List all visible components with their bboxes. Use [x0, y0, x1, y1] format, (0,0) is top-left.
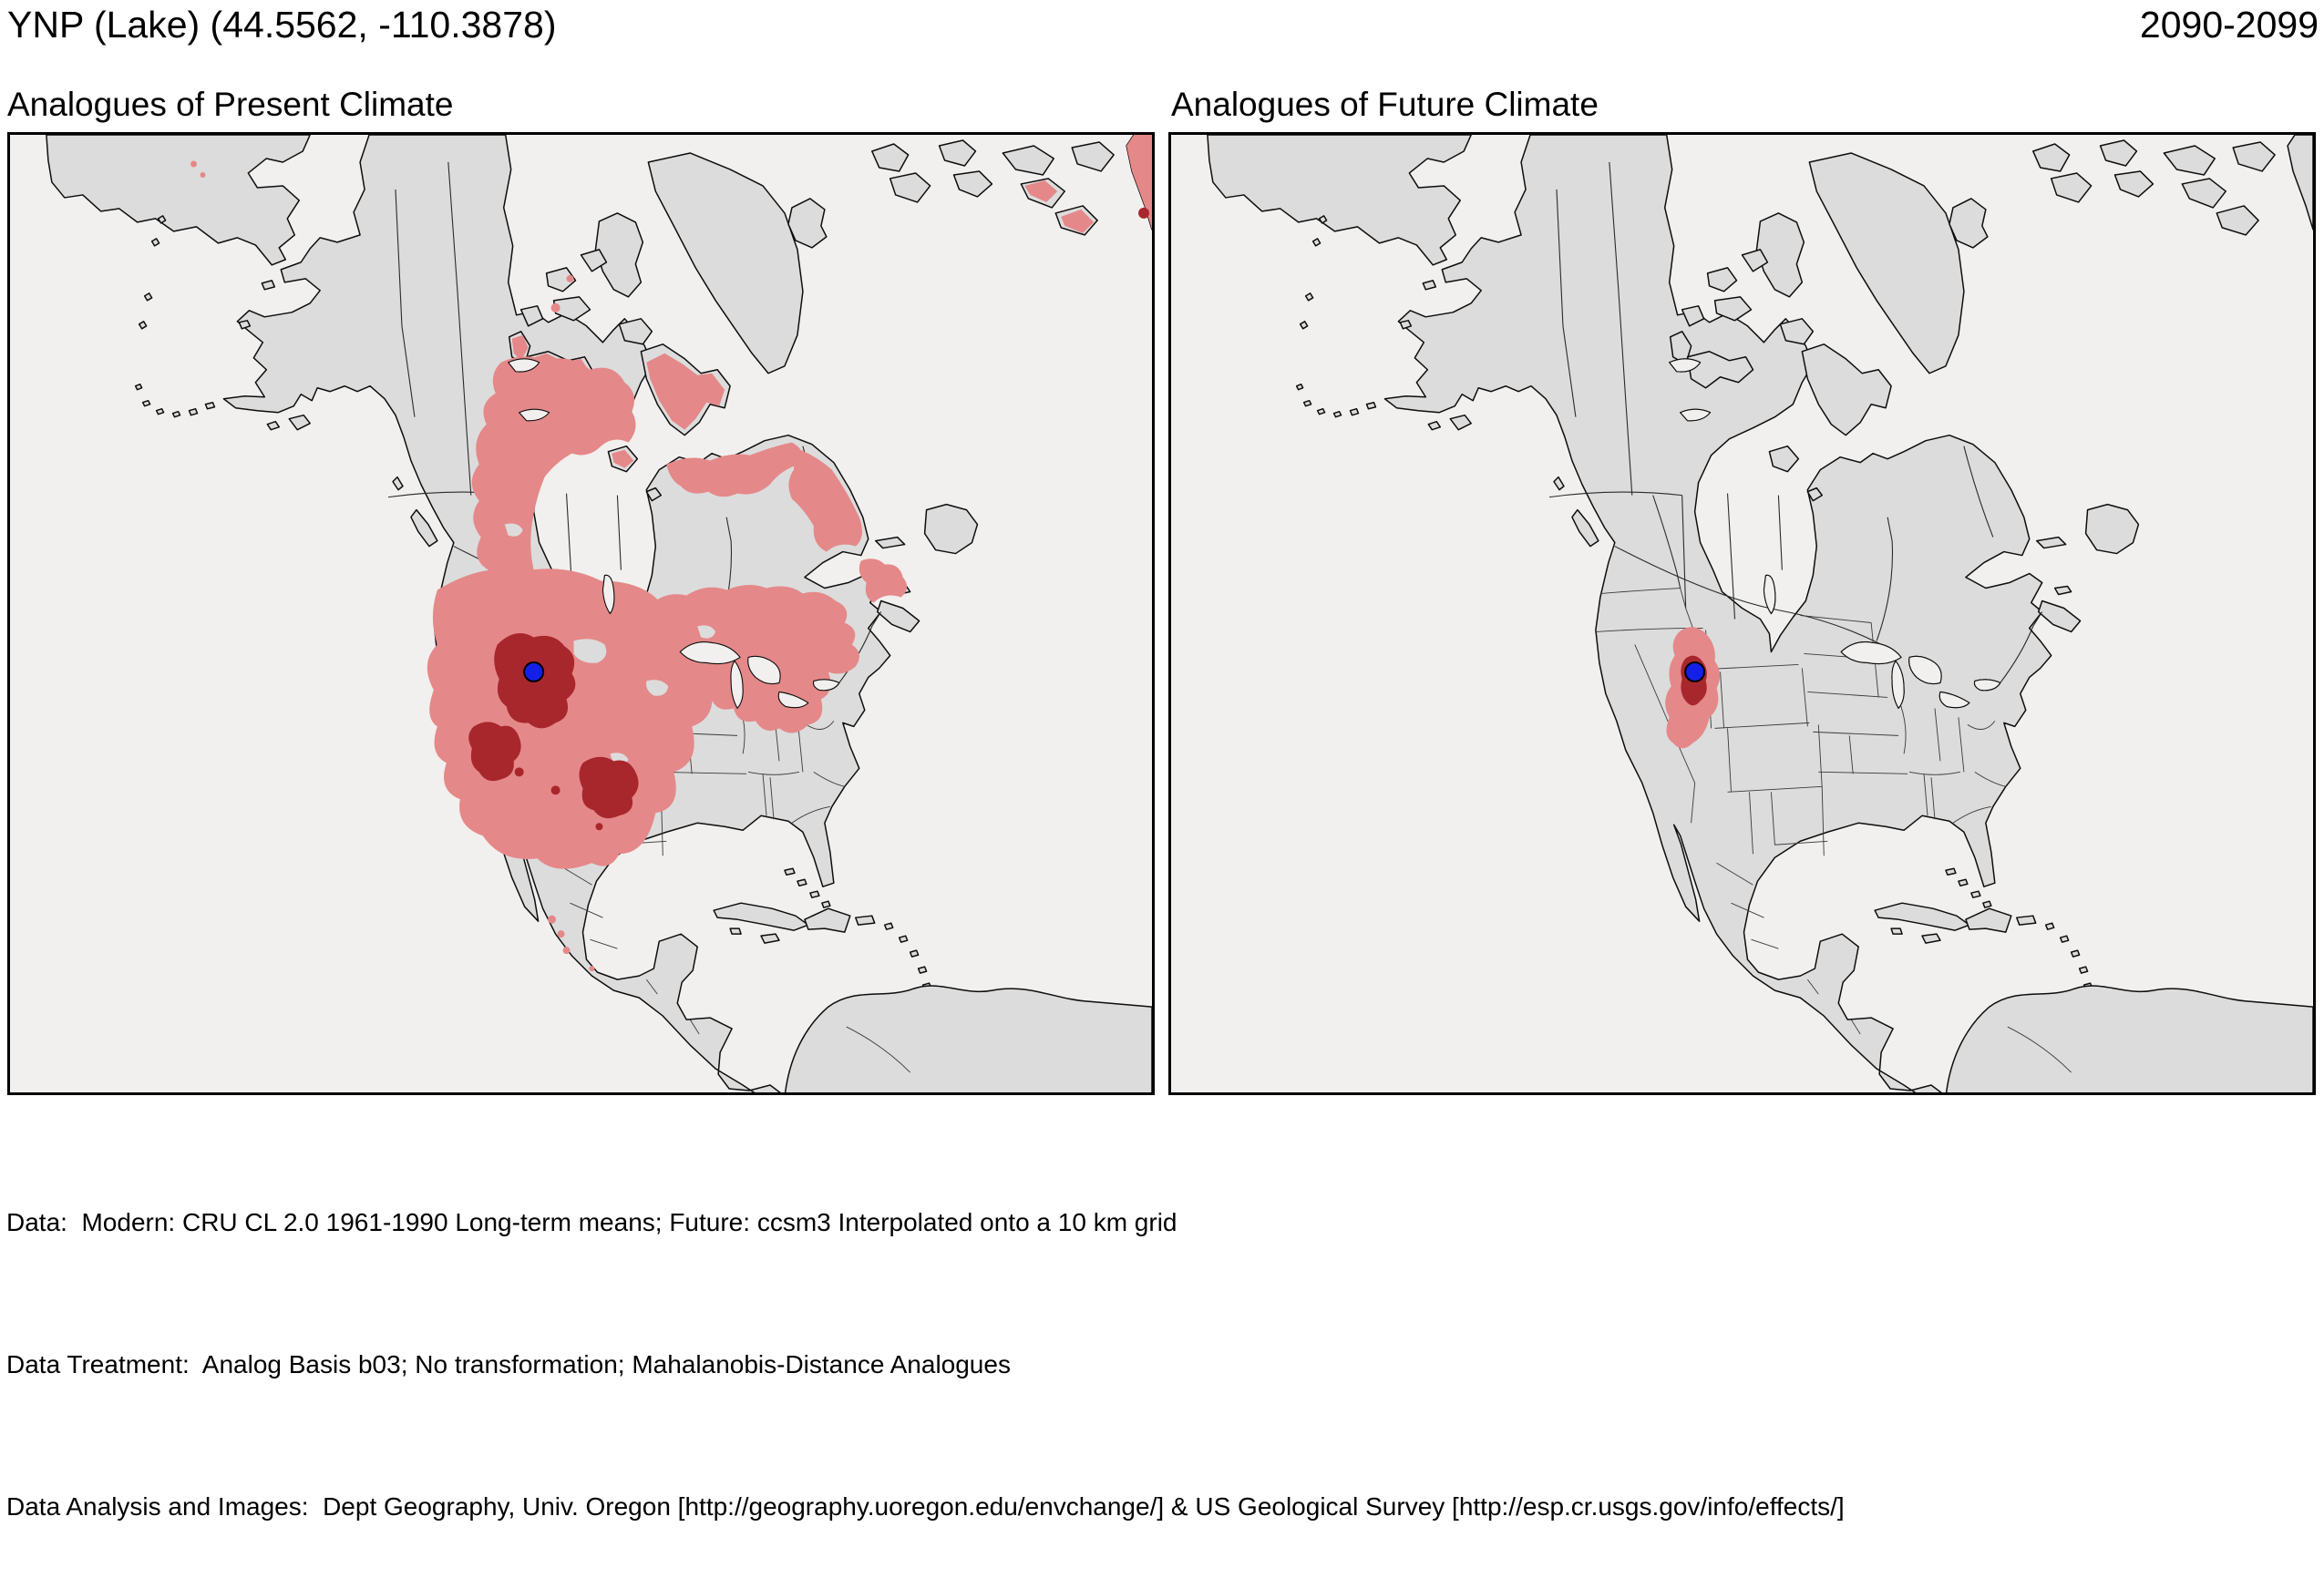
page-title: YNP (Lake) (44.5562, -110.3878) — [7, 4, 557, 46]
location-marker — [523, 661, 545, 682]
basemap — [1171, 135, 2313, 1092]
map-future — [1171, 135, 2313, 1092]
climate-analogue-figure: { "header": { "title": "YNP (Lake) (44.5… — [6, 4, 2319, 1521]
panel-label-present: Analogues of Present Climate — [7, 86, 454, 123]
map-present — [10, 135, 1152, 1092]
footnotes: Data: Modern: CRU CL 2.0 1961-1990 Long-… — [6, 1104, 1845, 1578]
footnote-data-sources: Data: Modern: CRU CL 2.0 1961-1990 Long-… — [6, 1208, 1177, 1236]
panel-label-future: Analogues of Future Climate — [1171, 86, 1599, 123]
map-panel-present — [7, 132, 1155, 1095]
map-panel-future — [1168, 132, 2316, 1095]
time-period-label: 2090-2099 — [2139, 4, 2319, 46]
location-marker — [1684, 661, 1706, 682]
footnote-data-treatment: Data Treatment: Analog Basis b03; No tra… — [6, 1350, 1011, 1378]
footnote-credits: Data Analysis and Images: Dept Geography… — [6, 1492, 1845, 1521]
